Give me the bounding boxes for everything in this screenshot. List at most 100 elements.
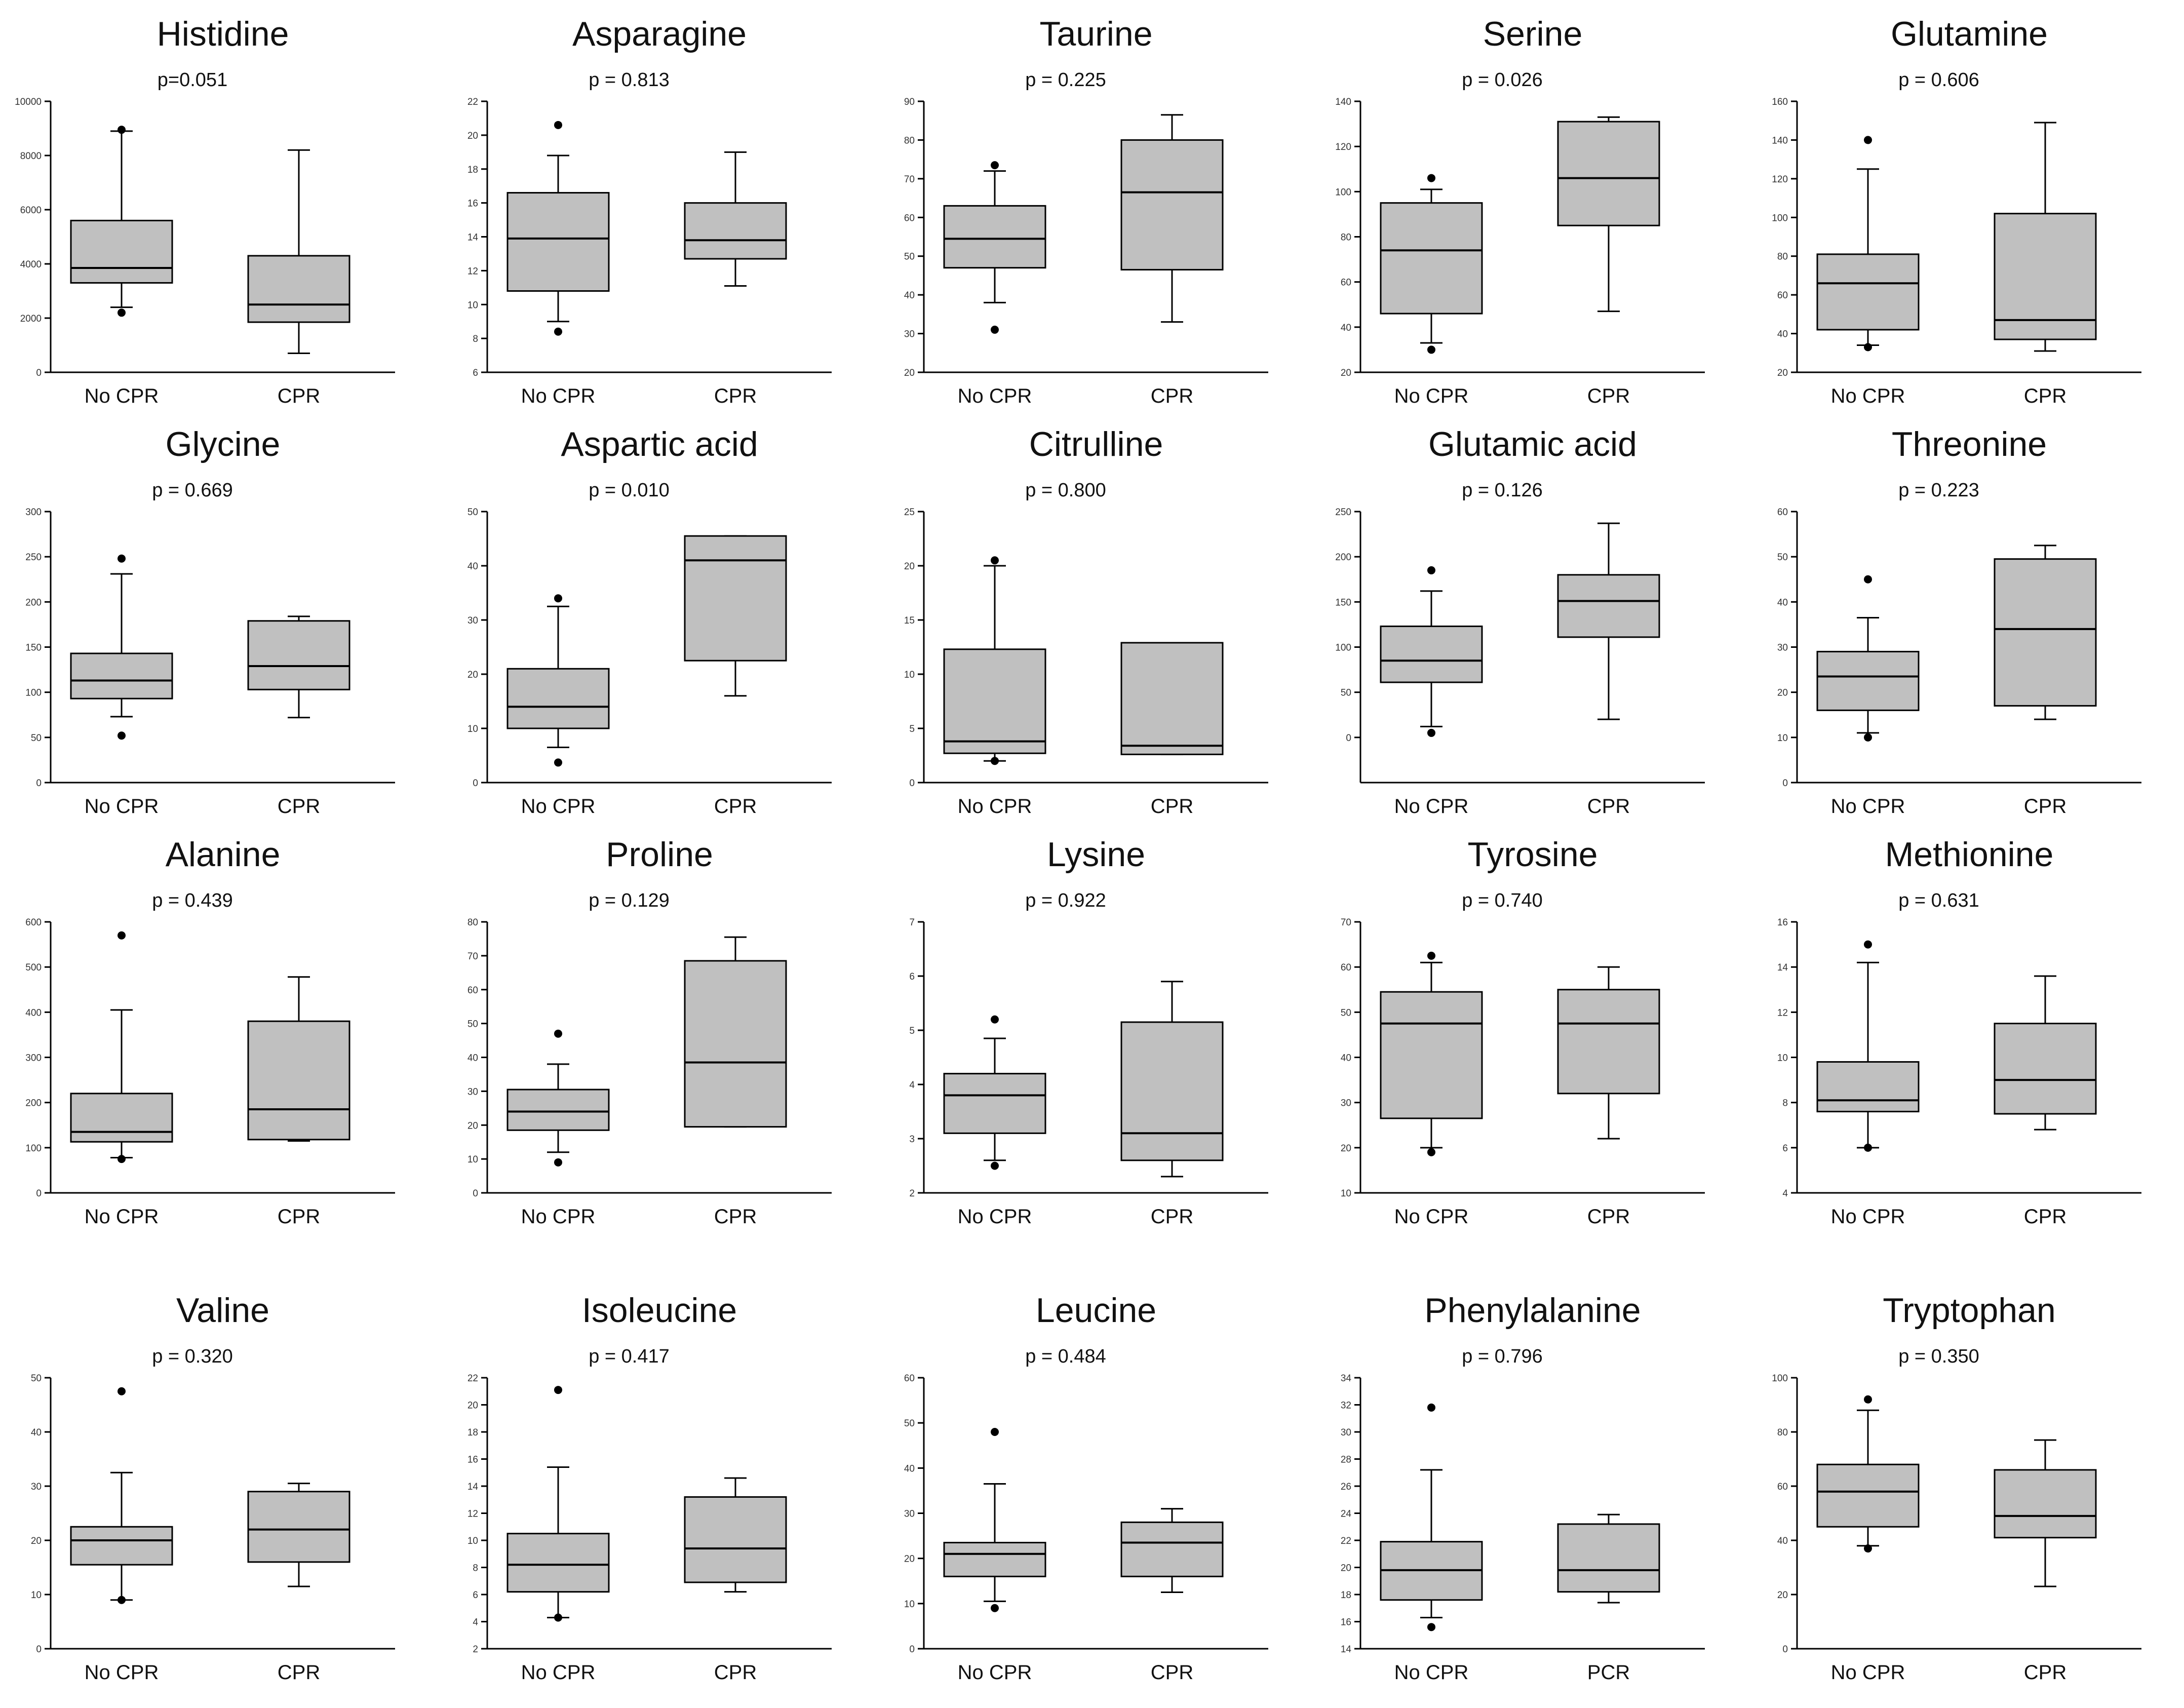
y-tick-label: 30 bbox=[904, 1509, 915, 1520]
group-label: No CPR bbox=[85, 795, 159, 818]
box-iqr bbox=[247, 1020, 350, 1141]
y-tick-label: 140 bbox=[1772, 135, 1788, 146]
y-tick-label: 32 bbox=[1341, 1401, 1351, 1411]
outlier-point bbox=[554, 327, 562, 336]
y-tick-label: 20 bbox=[31, 1536, 42, 1546]
y-tick-label: 26 bbox=[1341, 1482, 1351, 1492]
y-tick-label: 12 bbox=[1777, 1007, 1788, 1018]
outlier-point bbox=[1864, 1143, 1872, 1152]
group-label: CPR bbox=[1151, 795, 1193, 818]
box-iqr bbox=[1380, 625, 1483, 683]
y-tick-label: 400 bbox=[25, 1007, 42, 1018]
boxplot-panel-lysine: Lysine p = 0.922 2 3 4 5 6 7 No CPR CPR bbox=[909, 835, 1268, 1228]
y-tick-label: 12 bbox=[467, 1509, 478, 1520]
outlier-point bbox=[554, 594, 562, 603]
y-tick-label: 18 bbox=[467, 165, 478, 175]
box-iqr bbox=[1120, 1521, 1224, 1577]
panel-title: Serine bbox=[1483, 15, 1583, 53]
y-tick-label: 20 bbox=[467, 1120, 478, 1131]
group-label: No CPR bbox=[1831, 385, 1905, 407]
y-tick-label: 50 bbox=[467, 1019, 478, 1030]
y-tick-label: 80 bbox=[904, 135, 915, 146]
boxplot-panel-serine: Serine p = 0.026 20 40 60 80 100 120 140 No CPR CP… bbox=[1335, 15, 1705, 407]
box-iqr bbox=[1557, 121, 1660, 226]
group-label: No CPR bbox=[1394, 795, 1469, 818]
y-tick-label: 6 bbox=[1782, 1143, 1788, 1154]
y-tick-label: 20 bbox=[1341, 1143, 1351, 1154]
y-tick-label: 4 bbox=[473, 1617, 478, 1628]
panel-title: Phenylalanine bbox=[1424, 1291, 1641, 1330]
p-value-label: p = 0.225 bbox=[1025, 69, 1106, 91]
y-tick-label: 0 bbox=[36, 368, 42, 378]
y-tick-label: 70 bbox=[904, 174, 915, 185]
box-iqr bbox=[1816, 1463, 1920, 1528]
box-iqr bbox=[943, 1073, 1046, 1134]
outlier-point bbox=[991, 1161, 999, 1170]
box-iqr bbox=[1380, 991, 1483, 1119]
y-tick-label: 70 bbox=[467, 951, 478, 962]
y-tick-label: 200 bbox=[25, 597, 42, 608]
box-iqr bbox=[1816, 253, 1920, 331]
outlier-point bbox=[118, 1387, 126, 1395]
group-label: CPR bbox=[1587, 385, 1630, 407]
panel-title: Tryptophan bbox=[1883, 1291, 2055, 1330]
panel-title: Valine bbox=[176, 1291, 269, 1330]
y-tick-label: 40 bbox=[904, 1463, 915, 1474]
p-value-label: p = 0.350 bbox=[1898, 1346, 1979, 1367]
box-iqr bbox=[247, 620, 350, 690]
panel-title: Tyrosine bbox=[1468, 835, 1598, 874]
y-tick-label: 90 bbox=[904, 97, 915, 107]
p-value-label: p = 0.800 bbox=[1025, 480, 1106, 501]
y-tick-label: 60 bbox=[904, 213, 915, 223]
group-label: No CPR bbox=[958, 795, 1032, 818]
y-tick-label: 10 bbox=[1777, 733, 1788, 744]
boxplot-panel-aspartic-acid: Aspartic acid p = 0.010 0 10 20 30 40 50 No CPR C… bbox=[467, 425, 832, 818]
y-tick-label: 5 bbox=[909, 724, 915, 734]
group-label: No CPR bbox=[1394, 1206, 1469, 1228]
box-iqr bbox=[1816, 650, 1920, 711]
group-label: CPR bbox=[714, 385, 757, 407]
y-tick-label: 0 bbox=[1346, 733, 1351, 744]
y-tick-label: 4 bbox=[1782, 1188, 1788, 1199]
p-value-label: p = 0.417 bbox=[589, 1346, 670, 1367]
box-iqr bbox=[70, 219, 173, 284]
boxplot-panel-isoleucine: Isoleucine p = 0.417 2 4 6 8 10 12 14 16 18 20 22 No … bbox=[467, 1291, 832, 1684]
y-tick-label: 18 bbox=[467, 1427, 478, 1438]
group-label: No CPR bbox=[521, 1661, 596, 1684]
y-tick-label: 18 bbox=[1341, 1590, 1351, 1601]
box-iqr bbox=[1816, 1061, 1920, 1112]
box-iqr bbox=[1994, 1469, 2097, 1539]
outlier-point bbox=[1427, 174, 1435, 182]
p-value-label: p = 0.922 bbox=[1025, 890, 1106, 911]
y-tick-label: 600 bbox=[25, 917, 42, 928]
y-tick-label: 60 bbox=[1341, 962, 1351, 973]
y-tick-label: 60 bbox=[904, 1373, 915, 1384]
panel-title: Leucine bbox=[1036, 1291, 1156, 1330]
box-iqr bbox=[1994, 558, 2097, 707]
y-tick-label: 160 bbox=[1772, 97, 1788, 107]
y-tick-label: 4 bbox=[909, 1080, 915, 1091]
box-iqr bbox=[684, 202, 787, 260]
y-tick-label: 14 bbox=[1777, 962, 1788, 973]
y-tick-label: 80 bbox=[1341, 232, 1351, 243]
outlier-point bbox=[554, 1158, 562, 1167]
box-iqr bbox=[943, 648, 1046, 754]
panel-title: Threonine bbox=[1892, 425, 2047, 463]
y-tick-label: 2 bbox=[473, 1644, 478, 1655]
group-label: CPR bbox=[278, 795, 320, 818]
y-tick-label: 60 bbox=[1777, 290, 1788, 301]
y-tick-label: 20 bbox=[467, 670, 478, 680]
p-value-label: p = 0.813 bbox=[589, 69, 670, 91]
boxplot-panel-leucine: Leucine p = 0.484 0 10 20 30 40 50 60 No CPR CPR bbox=[904, 1291, 1268, 1684]
y-tick-label: 40 bbox=[1341, 1053, 1351, 1064]
outlier-point bbox=[554, 1613, 562, 1622]
outlier-point bbox=[1864, 733, 1872, 742]
y-tick-label: 3 bbox=[909, 1134, 915, 1145]
y-tick-label: 0 bbox=[1782, 1644, 1788, 1655]
outlier-point bbox=[554, 1386, 562, 1394]
y-tick-label: 5 bbox=[909, 1026, 915, 1036]
y-tick-label: 7 bbox=[909, 917, 915, 928]
y-tick-label: 50 bbox=[1341, 1007, 1351, 1018]
p-value-label: p = 0.439 bbox=[152, 890, 233, 911]
group-label: No CPR bbox=[1831, 1206, 1905, 1228]
